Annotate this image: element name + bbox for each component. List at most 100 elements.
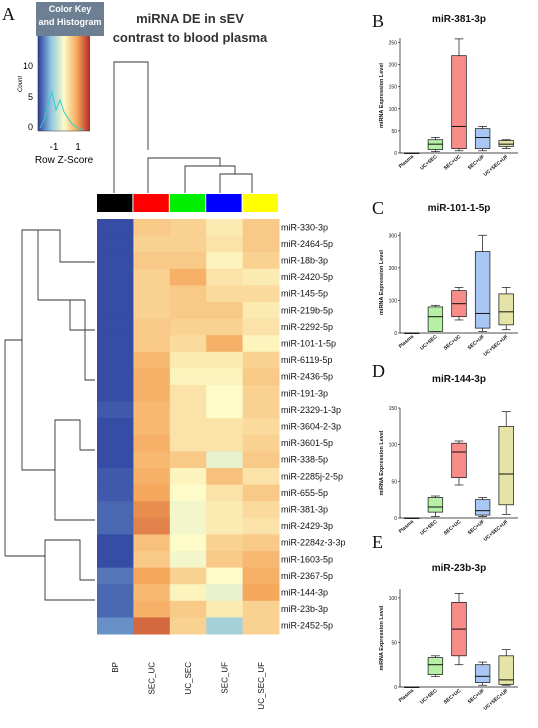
heatmap-cell [97, 268, 134, 286]
boxplot-category-label: UC+SEC+UF [483, 688, 510, 712]
heatmap-row-label: miR-2464-5p [281, 239, 333, 249]
heatmap-cell [133, 385, 171, 403]
boxplot-category-label: UC+SEC [419, 688, 439, 706]
boxplot-ylabel: miRNA Expression Level [379, 430, 385, 495]
heatmap-cell [97, 617, 134, 635]
heatmap-cell [97, 318, 134, 336]
panel-letter-c: C [372, 198, 384, 218]
heatmap-cell [133, 517, 171, 535]
heatmap-cell [206, 617, 244, 635]
boxplot-box [498, 425, 514, 506]
boxplot-category-label: SEC+UF [467, 154, 486, 171]
heatmap-cell [97, 600, 134, 618]
heatmap-cell [133, 351, 171, 369]
heatmap-cell [133, 484, 171, 502]
heatmap-cell [169, 617, 207, 635]
heatmap-cell [169, 335, 207, 353]
heatmap-row-label: miR-2436-5p [281, 372, 333, 382]
heatmap-row-labels: miR-330-3p miR-2464-5p miR-18b-3p miR-2420-… [281, 222, 346, 630]
heatmap-cell [242, 285, 280, 303]
heatmap-cell [242, 617, 280, 635]
boxplot-category-label: SEC+UF [467, 519, 486, 536]
heatmap-cell [97, 285, 134, 303]
heatmap-cell [169, 219, 207, 237]
color-key-ytick-5: 5 [28, 92, 33, 102]
heatmap-cell [242, 451, 280, 469]
heatmap-cell [133, 368, 171, 386]
heatmap-cell [206, 302, 244, 320]
heatmap-cell [206, 584, 244, 602]
boxplot-category-label: Plasma [398, 154, 415, 170]
heatmap-column-label: UC_SEC_UF [257, 662, 266, 710]
heatmap-cell [97, 534, 134, 552]
boxplot-category-label: Plasma [398, 519, 415, 535]
boxplot-box [474, 499, 491, 516]
heatmap-cell [242, 318, 280, 336]
heatmap-cell [133, 401, 171, 419]
heatmap-column-label: SEC_UF [220, 662, 229, 694]
heatmap-cell [169, 468, 207, 486]
heatmap-cell [133, 418, 171, 436]
boxplot-category-label: SEC+UF [467, 334, 486, 351]
boxplot-ytick-label: 300 [389, 233, 398, 239]
heatmap-cell [169, 517, 207, 535]
heatmap-cell [206, 401, 244, 419]
heatmap-cell [242, 401, 280, 419]
heatmap-cell [169, 252, 207, 270]
color-key-histogram [39, 90, 85, 131]
boxplot-box [498, 655, 514, 685]
row-dendrogram-root [4, 339, 22, 556]
heatmap-cell [206, 567, 244, 585]
color-key-ylabel: Count [18, 76, 24, 92]
heatmap-cell [206, 368, 244, 386]
boxplot-ytick-label: 100 [389, 443, 398, 449]
boxplot-title: miR-381-3p [432, 14, 486, 25]
boxplot-panel-e: miR-23b-3p miRNA Expression Level 0 50 100 Pl… [379, 563, 518, 712]
boxplot-category-label: UC+SEC+UF [483, 334, 510, 358]
heatmap-cell [169, 551, 207, 569]
boxplot-category-label: UC+SEC+UF [483, 154, 510, 178]
row-dendrogram-lower [38, 419, 95, 521]
heatmap-cell [242, 567, 280, 585]
heatmap-row-label: miR-338-5p [281, 455, 328, 465]
heatmap-cell [169, 285, 207, 303]
heatmap-cell [206, 501, 244, 519]
heatmap-cell [133, 501, 171, 519]
heatmap-cell [97, 219, 134, 237]
heatmap-cell [133, 219, 171, 237]
boxplot-ytick-label: 50 [391, 129, 397, 135]
heatmap-cell [133, 617, 171, 635]
boxplot-ytick-label: 0 [394, 516, 397, 522]
heatmap-cell [242, 219, 280, 237]
heatmap-cell [97, 401, 134, 419]
row-dendrogram-bottom [5, 539, 95, 601]
boxplot-box [427, 306, 444, 332]
heatmap-cell [97, 567, 134, 585]
heatmap-cell [133, 268, 171, 286]
heatmap-cell [97, 351, 134, 369]
heatmap-row-label: miR-330-3p [281, 222, 328, 232]
heatmap-cell [206, 534, 244, 552]
heatmap-title: miRNA DE in sEV [136, 11, 244, 26]
color-key-title-line1: Color Key [49, 4, 92, 14]
color-key-ytick-10: 10 [23, 61, 33, 71]
heatmap-cell [97, 368, 134, 386]
heatmap-cells [97, 219, 280, 635]
color-key-title-line2: and Histogram [38, 17, 101, 27]
boxplot-category-label: UC+SEC+UF [483, 519, 510, 543]
boxplot-category-label: SEC+UC [443, 688, 463, 706]
heatmap-column-label: SEC_UC [148, 662, 157, 695]
heatmap-cell [206, 468, 244, 486]
heatmap-row-label: miR-145-5p [281, 289, 328, 299]
heatmap-cell [206, 418, 244, 436]
heatmap-cell [133, 534, 171, 552]
heatmap-cell [97, 418, 134, 436]
color-key-xtick-1: 1 [75, 142, 81, 153]
boxplot-panel-d: miR-144-3p miRNA Expression Level 0 50 100 15… [379, 374, 518, 543]
column-color-uc-sec [169, 194, 206, 212]
heatmap-cell [133, 252, 171, 270]
boxplot-box [451, 55, 467, 149]
heatmap-row-label: miR-2367-5p [281, 571, 333, 581]
boxplot-box [427, 657, 444, 675]
heatmap-cell [169, 484, 207, 502]
